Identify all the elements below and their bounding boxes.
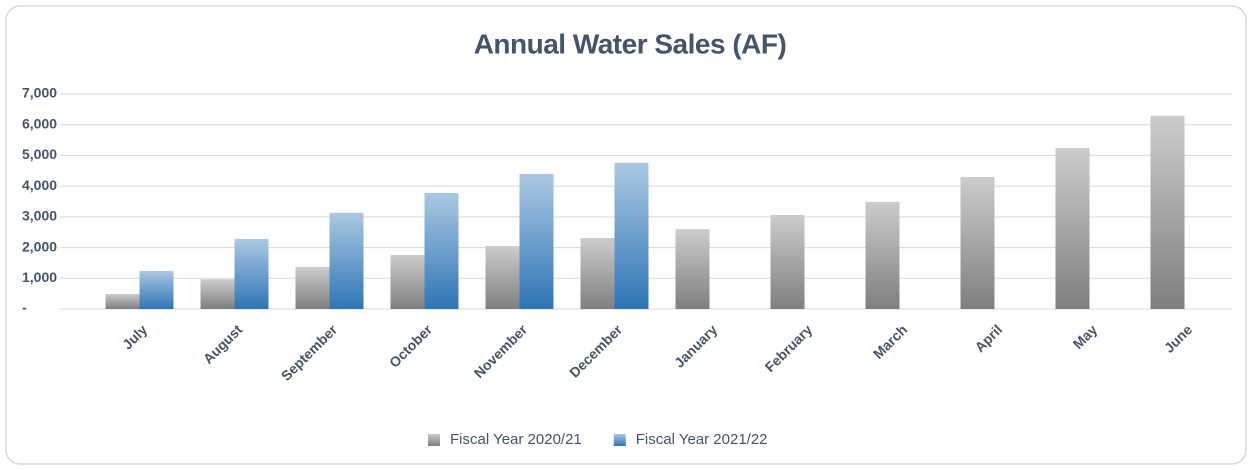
bar	[580, 238, 615, 309]
y-tick-label: -	[22, 300, 27, 316]
y-tick-label: 3,000	[22, 208, 57, 224]
bar	[105, 293, 140, 309]
y-tick-label: 4,000	[22, 177, 57, 193]
y-tick-label: 6,000	[22, 115, 57, 131]
bar	[675, 229, 710, 309]
bar	[295, 266, 330, 309]
y-tick-label: 7,000	[22, 85, 57, 101]
bar	[200, 279, 235, 309]
legend-label: Fiscal Year 2021/22	[636, 431, 768, 448]
bar	[139, 270, 174, 309]
bar	[1150, 115, 1185, 309]
y-tick-label: 2,000	[22, 238, 57, 254]
legend-swatch	[613, 434, 626, 446]
legend-swatch	[428, 434, 440, 446]
bar	[960, 176, 995, 309]
bar	[329, 212, 364, 309]
bar	[519, 173, 554, 309]
bar	[1055, 148, 1090, 309]
bar	[614, 162, 649, 309]
bar	[234, 238, 269, 309]
y-tick-label: 5,000	[22, 146, 57, 162]
bar	[770, 215, 805, 309]
bar	[424, 192, 459, 309]
chart-title: Annual Water Sales (AF)	[474, 28, 787, 59]
legend-label: Fiscal Year 2020/21	[450, 431, 582, 448]
y-tick-label: 1,000	[22, 269, 57, 285]
bar	[390, 254, 425, 309]
bar	[865, 201, 900, 309]
bar	[485, 246, 520, 309]
